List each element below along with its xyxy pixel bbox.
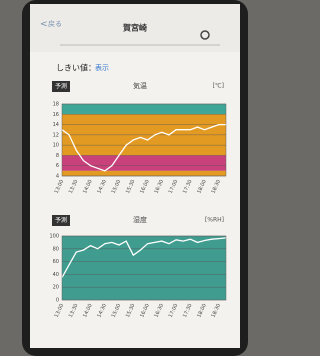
screenshot: < 戻る 賀宮崎 しきい値： 表示 予測気温[℃]468101214161813… [0, 0, 264, 356]
y-tick-label: 10 [53, 143, 59, 149]
y-tick-label: 4 [56, 174, 59, 180]
chart-title: 気温 [133, 81, 147, 90]
y-tick-label: 18 [53, 102, 59, 108]
y-tick-label: 16 [53, 112, 59, 118]
y-tick-label: 100 [49, 234, 59, 240]
y-tick-label: 60 [53, 259, 59, 265]
unit-label: [℃] [213, 83, 224, 90]
chart-title: 湿度 [133, 215, 147, 224]
y-tick-label: 12 [53, 132, 59, 138]
threshold-band [62, 171, 226, 176]
badge-text: 予測 [55, 216, 67, 224]
threshold-label: しきい値： [56, 63, 96, 73]
y-tick-label: 6 [56, 163, 59, 169]
y-tick-label: 14 [53, 122, 59, 128]
y-tick-label: 80 [53, 246, 59, 252]
back-button[interactable]: 戻る [48, 19, 62, 28]
y-tick-label: 40 [53, 272, 59, 278]
threshold-band [62, 236, 226, 300]
badge-text: 予測 [55, 82, 67, 90]
y-tick-label: 0 [56, 298, 59, 304]
y-tick-label: 20 [53, 285, 59, 291]
threshold-value[interactable]: 表示 [95, 63, 109, 72]
threshold-band [62, 104, 226, 114]
back-chevron[interactable]: < [40, 20, 48, 30]
y-tick-label: 8 [56, 153, 59, 159]
screen-title: 賀宮崎 [122, 23, 147, 33]
unit-label: [%RH] [205, 217, 224, 224]
